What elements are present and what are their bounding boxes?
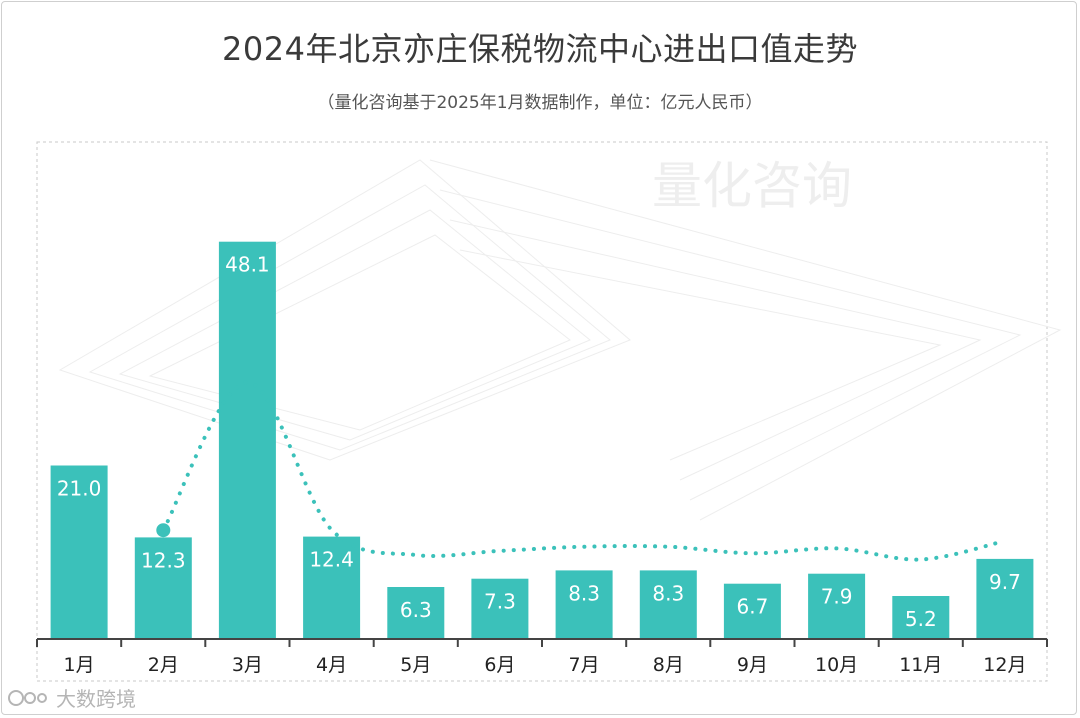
bar-value-label: 8.3	[652, 581, 684, 605]
x-tick-label: 8月	[653, 654, 684, 676]
bar-value-label: 48.1	[225, 253, 270, 277]
bar-8月	[639, 570, 697, 639]
bar-value-label: 21.0	[57, 477, 102, 501]
logo-icon	[8, 688, 52, 708]
plot-area-border	[36, 141, 1048, 682]
bar-12月	[976, 558, 1034, 639]
bar-value-label: 6.7	[736, 595, 768, 619]
bar-value-label: 12.4	[309, 548, 354, 572]
bar-value-label: 9.7	[989, 570, 1021, 594]
trend-line-group	[156, 380, 1007, 562]
chart-title: 2024年北京亦庄保税物流中心进出口值走势	[222, 30, 858, 68]
x-tick-label: 1月	[64, 654, 95, 676]
x-tick-label: 3月	[232, 654, 263, 676]
value-labels-group: 21.0 12.3 48.1 12.4 6.3 7.3 8.3 8.3 6.7 7.9 5.2 9.7	[57, 253, 1021, 631]
bar-3月	[218, 241, 276, 639]
x-tick-label: 7月	[569, 654, 600, 676]
bar-value-label: 12.3	[141, 548, 186, 572]
bar-value-label: 8.3	[568, 581, 600, 605]
bar-value-label: 7.3	[484, 590, 516, 614]
footer-logo: 大数跨境	[8, 683, 136, 712]
trend-start-marker	[156, 523, 171, 538]
watermark-text: 量化咨询	[652, 157, 852, 215]
bar-7月	[555, 570, 613, 639]
x-tick-label: 5月	[400, 654, 431, 676]
bars-group	[50, 241, 1034, 639]
background-pattern	[58, 159, 1062, 521]
bar-6月	[471, 578, 529, 639]
x-tick-label: 2月	[148, 654, 179, 676]
trend-line	[161, 380, 1007, 562]
logo-text: 大数跨境	[56, 687, 136, 711]
bar-9月	[723, 583, 781, 639]
x-tick-label: 12月	[983, 654, 1026, 676]
x-tick-label: 4月	[316, 654, 347, 676]
x-axis-tick-labels: 1月 2月 3月 4月 5月 6月 7月 8月 9月 10月 11月 12月	[64, 654, 1027, 676]
bar-5月	[387, 587, 445, 639]
x-tick-label: 11月	[899, 654, 942, 676]
x-tick-label: 9月	[737, 654, 768, 676]
bar-2月	[134, 537, 192, 639]
bar-4月	[303, 536, 361, 639]
bar-value-label: 6.3	[400, 598, 432, 622]
x-tick-label: 6月	[484, 654, 515, 676]
bar-value-label: 5.2	[905, 607, 937, 631]
bar-10月	[808, 573, 866, 639]
chart-subtitle: （量化咨询基于2025年1月数据制作，单位：亿元人民币）	[317, 93, 763, 113]
x-tick-label: 10月	[815, 654, 858, 676]
bar-value-label: 7.9	[821, 585, 853, 609]
bar-1月	[50, 465, 108, 639]
bar-11月	[892, 596, 950, 639]
x-axis-ticks	[36, 639, 1048, 647]
